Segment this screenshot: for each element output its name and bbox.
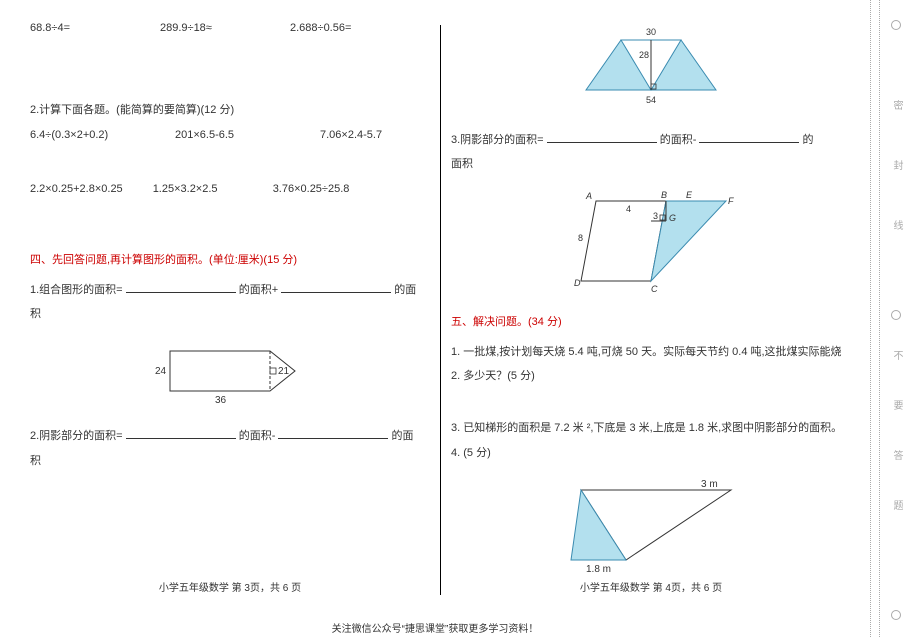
- svg-text:28: 28: [639, 50, 649, 60]
- text: 的: [803, 134, 814, 146]
- text: 的面积-: [239, 430, 276, 442]
- text: 的面: [392, 430, 414, 442]
- svg-text:54: 54: [646, 95, 656, 105]
- svg-text:1.8 m: 1.8 m: [586, 564, 611, 575]
- binding-margin: 密 封 线 不 要 答 题: [870, 0, 920, 637]
- global-footer: 关注微信公众号“捷思课堂”获取更多学习资料！: [0, 620, 870, 635]
- figure-triangle: 3 m 1.8 m: [451, 475, 851, 575]
- q4-2: 2.阴影部分的面积= 的面积- 的面: [30, 424, 430, 448]
- expr: 2.2×0.25+2.8×0.25: [30, 181, 123, 199]
- punch-hole-icon: [891, 610, 901, 620]
- left-column: 68.8÷4= 289.9÷18≈ 2.688÷0.56= 2.计算下面各题。(…: [20, 20, 440, 600]
- blank[interactable]: [126, 427, 236, 439]
- blank[interactable]: [547, 131, 657, 143]
- text: 2.阴影部分的面积=: [30, 430, 123, 442]
- svg-text:3: 3: [653, 211, 658, 221]
- q5-2: 2. 多少天？(5 分): [451, 364, 851, 388]
- punch-hole-icon: [891, 310, 901, 320]
- binding-char: 答: [889, 450, 904, 468]
- binding-char: 不: [889, 350, 904, 368]
- expr: 7.06×2.4-5.7: [320, 127, 410, 145]
- svg-text:21: 21: [278, 366, 290, 377]
- section-5-title: 五、解决问题。(34 分): [451, 314, 851, 332]
- page-container: 68.8÷4= 289.9÷18≈ 2.688÷0.56= 2.计算下面各题。(…: [0, 0, 870, 600]
- expr: 68.8÷4=: [30, 20, 120, 38]
- q4-2-cont: 积: [30, 449, 430, 473]
- svg-text:30: 30: [646, 27, 656, 37]
- expr-row-3: 2.2×0.25+2.8×0.25 1.25×3.2×2.5 3.76×0.25…: [30, 181, 430, 199]
- blank[interactable]: [281, 281, 391, 293]
- figure-parallelogram: A B E F D C G 4 3 8: [451, 186, 851, 296]
- trapezoid-svg: 30 28 54: [566, 20, 736, 110]
- right-column: 30 28 54 3.阴影部分的面积= 的面积- 的 面积 A B E: [441, 20, 861, 600]
- left-footer: 小学五年级数学 第 3页，共 6 页: [20, 579, 440, 594]
- svg-text:B: B: [661, 190, 667, 200]
- svg-text:D: D: [574, 278, 581, 288]
- text: 的面积+: [239, 284, 278, 296]
- svg-text:8: 8: [578, 233, 583, 243]
- blank[interactable]: [699, 131, 799, 143]
- expr: 3.76×0.25÷25.8: [273, 181, 363, 199]
- svg-text:E: E: [686, 190, 693, 200]
- svg-text:G: G: [669, 213, 676, 223]
- q3-cont: 面积: [451, 152, 851, 176]
- text: 的面积-: [660, 134, 697, 146]
- binding-char: 题: [889, 500, 904, 518]
- svg-text:4: 4: [626, 204, 631, 214]
- text: 3.阴影部分的面积=: [451, 134, 544, 146]
- expr: 1.25×3.2×2.5: [153, 181, 243, 199]
- right-footer: 小学五年级数学 第 4页，共 6 页: [441, 579, 861, 594]
- binding-char: 封: [889, 160, 904, 178]
- q3: 3.阴影部分的面积= 的面积- 的: [451, 128, 851, 152]
- figure-trapezoid: 30 28 54: [451, 20, 851, 110]
- triangle-svg: 3 m 1.8 m: [556, 475, 746, 575]
- pentagon-svg: 24 36 21: [140, 336, 320, 406]
- q4-1-cont: 积: [30, 302, 430, 326]
- expr: 6.4÷(0.3×2+0.2): [30, 127, 120, 145]
- q4-1: 1.组合图形的面积= 的面积+ 的面: [30, 278, 430, 302]
- svg-text:F: F: [728, 196, 734, 206]
- svg-text:A: A: [585, 191, 592, 201]
- section-4-title: 四、先回答问题,再计算图形的面积。(单位:厘米)(15 分): [30, 252, 430, 270]
- expr: 289.9÷18≈: [160, 20, 250, 38]
- binding-char: 密: [889, 100, 904, 118]
- q5-3: 3. 已知梯形的面积是 7.2 米 ²,下底是 3 米,上底是 1.8 米,求图…: [451, 416, 851, 440]
- expr-row-2: 6.4÷(0.3×2+0.2) 201×6.5-6.5 7.06×2.4-5.7: [30, 127, 430, 145]
- text: 的面: [394, 284, 416, 296]
- expr: 201×6.5-6.5: [175, 127, 265, 145]
- svg-text:3 m: 3 m: [701, 479, 718, 490]
- q5-1: 1. 一批煤,按计划每天烧 5.4 吨,可烧 50 天。实际每天节约 0.4 吨…: [451, 340, 851, 364]
- text: 1.组合图形的面积=: [30, 284, 123, 296]
- svg-text:C: C: [651, 284, 658, 294]
- blank[interactable]: [278, 427, 388, 439]
- expr: 2.688÷0.56=: [290, 20, 380, 38]
- parallelogram-svg: A B E F D C G 4 3 8: [556, 186, 746, 296]
- svg-text:24: 24: [155, 366, 167, 377]
- svg-text:36: 36: [215, 395, 227, 406]
- figure-pentagon: 24 36 21: [30, 336, 430, 406]
- binding-char: 要: [889, 400, 904, 418]
- q2-title: 2.计算下面各题。(能简算的要简算)(12 分): [30, 102, 430, 120]
- q5-4: 4. (5 分): [451, 441, 851, 465]
- expr-row-1: 68.8÷4= 289.9÷18≈ 2.688÷0.56=: [30, 20, 430, 38]
- binding-char: 线: [889, 220, 904, 238]
- punch-hole-icon: [891, 20, 901, 30]
- blank[interactable]: [126, 281, 236, 293]
